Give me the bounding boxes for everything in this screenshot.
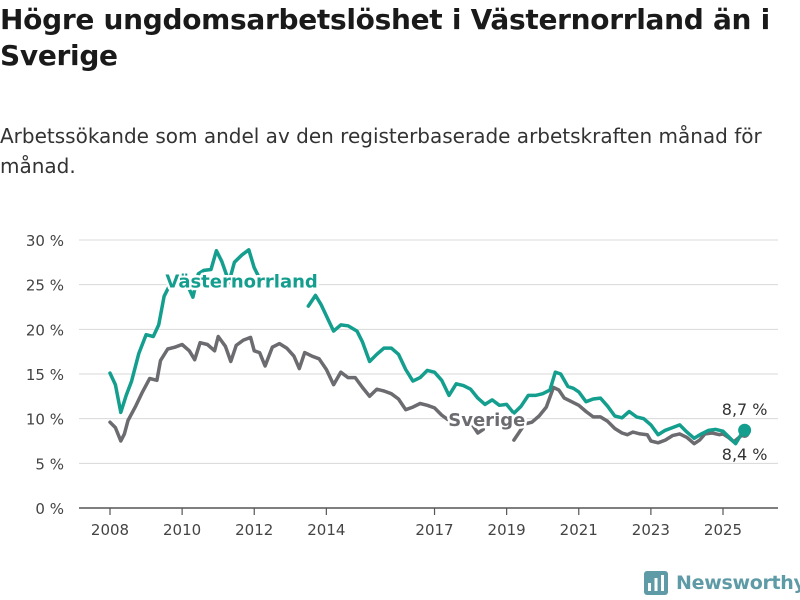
y-tick-label: 5 % [35,455,64,473]
series-line-vsternorrland [306,293,747,446]
x-tick-label: 2012 [235,521,273,539]
x-tick-label: 2017 [415,521,453,539]
x-tick-label: 2010 [163,521,201,539]
series-line-vsternorrland [108,248,264,415]
end-marker-vasternorrland [738,423,752,437]
x-tick-label: 2021 [560,521,598,539]
page-subtitle: Arbetssökande som andel av den registerb… [0,124,762,178]
x-tick-label: 2023 [632,521,670,539]
end-value-label-vasternorrland: 8,7 % [722,400,768,419]
y-tick-label: 15 % [26,366,64,384]
series-label: Västernorrland [165,271,317,292]
y-tick-label: 25 % [26,277,64,295]
brand-name: Newsworthy [676,572,800,594]
x-tick-label: 2008 [91,521,129,539]
brand-logo[interactable]: Newsworthy [644,569,800,597]
x-tick-label: 2019 [488,521,526,539]
x-tick-label: 2014 [307,521,345,539]
series-line-sverige [512,385,747,446]
x-tick-label: 2025 [704,521,742,539]
end-value-label-sverige: 8,4 % [722,445,768,464]
page-title: Högre ungdomsarbetslöshet i Västernorrla… [0,3,770,72]
series-label: Sverige [448,410,525,431]
y-tick-label: 0 % [35,500,64,518]
y-tick-label: 30 % [26,232,64,250]
newsworthy-logo-icon [644,571,668,595]
series-line-sverige [108,334,485,443]
y-tick-label: 20 % [26,321,64,339]
y-tick-label: 10 % [26,411,64,429]
